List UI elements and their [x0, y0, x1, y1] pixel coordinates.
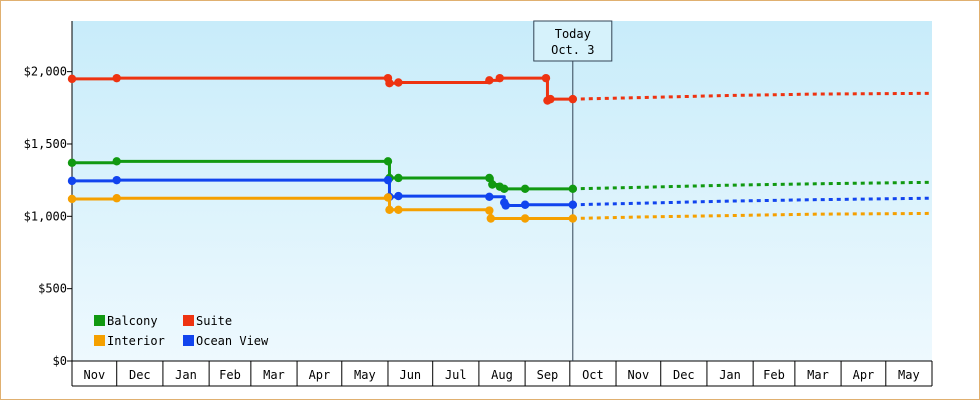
series-balcony	[67, 157, 931, 194]
month-label: Feb	[219, 368, 241, 382]
legend-label-interior: Interior	[107, 334, 165, 348]
month-label: Apr	[853, 368, 875, 382]
data-point[interactable]	[485, 206, 494, 215]
month-label: Nov	[628, 368, 650, 382]
data-point[interactable]	[385, 79, 394, 88]
data-point[interactable]	[486, 214, 496, 223]
data-point[interactable]	[568, 184, 577, 194]
data-point[interactable]	[495, 73, 504, 83]
data-point[interactable]	[112, 73, 121, 83]
data-point[interactable]	[112, 157, 121, 166]
series-suite	[67, 73, 931, 105]
series-interior	[67, 193, 931, 223]
forecast-line-ocean-view	[572, 196, 931, 207]
data-point[interactable]	[112, 175, 121, 185]
month-label: Dec	[673, 368, 695, 382]
month-label: Jan	[175, 368, 197, 382]
data-point[interactable]	[394, 205, 403, 215]
data-point[interactable]	[500, 184, 509, 194]
data-point[interactable]	[67, 74, 77, 84]
data-point[interactable]	[67, 158, 77, 167]
data-point[interactable]	[485, 173, 494, 183]
data-point[interactable]	[568, 214, 577, 223]
data-point[interactable]	[112, 194, 121, 203]
data-point[interactable]	[67, 194, 77, 204]
data-point[interactable]	[385, 205, 394, 215]
data-point[interactable]	[501, 201, 510, 210]
data-point[interactable]	[383, 157, 393, 166]
month-label: Apr	[309, 368, 331, 382]
legend-swatch-ocean-view	[183, 335, 194, 346]
month-label: Mar	[263, 368, 285, 382]
legend-swatch-suite	[183, 315, 194, 326]
legend-label-balcony: Balcony	[107, 314, 158, 328]
data-point[interactable]	[546, 94, 555, 104]
data-point[interactable]	[541, 73, 551, 83]
month-label: Dec	[129, 368, 151, 382]
series-ocean-view	[67, 175, 931, 210]
today-label: Today	[555, 27, 591, 41]
month-label: Jan	[719, 368, 741, 382]
legend-swatch-balcony	[94, 315, 105, 326]
month-label: May	[898, 368, 920, 382]
month-label: Oct	[582, 368, 604, 382]
data-point[interactable]	[485, 76, 494, 85]
y-tick-label: $500	[38, 282, 67, 296]
legend-swatch-interior	[94, 335, 105, 346]
data-point[interactable]	[520, 200, 530, 209]
y-tick-label: $1,000	[24, 209, 67, 223]
data-point[interactable]	[520, 184, 530, 194]
data-point[interactable]	[394, 78, 403, 87]
forecast-line-suite	[572, 91, 931, 101]
month-label: May	[354, 368, 376, 382]
today-box	[533, 20, 613, 62]
today-date: Oct. 3	[551, 43, 594, 57]
month-label: Feb	[763, 368, 785, 382]
month-label: Sep	[537, 368, 559, 382]
month-label: Jul	[445, 368, 467, 382]
legend-label-suite: Suite	[196, 314, 232, 328]
forecast-line-interior	[572, 211, 931, 220]
data-point[interactable]	[568, 200, 577, 209]
data-point[interactable]	[394, 191, 403, 201]
month-label: Mar	[807, 368, 829, 382]
data-point[interactable]	[520, 214, 530, 223]
y-tick-label: $2,000	[24, 65, 67, 79]
month-label: Jun	[399, 368, 421, 382]
legend-label-ocean-view: Ocean View	[196, 334, 269, 348]
data-point[interactable]	[568, 94, 577, 104]
data-point[interactable]	[383, 193, 393, 202]
y-tick-label: $1,500	[24, 137, 67, 151]
data-point[interactable]	[67, 176, 77, 186]
y-tick-label: $0	[53, 354, 67, 368]
data-point[interactable]	[488, 180, 497, 189]
data-point[interactable]	[394, 173, 403, 183]
data-point[interactable]	[383, 175, 393, 185]
month-label: Aug	[491, 368, 513, 382]
data-point[interactable]	[485, 192, 494, 201]
month-label: Nov	[84, 368, 106, 382]
forecast-line-balcony	[572, 180, 931, 191]
